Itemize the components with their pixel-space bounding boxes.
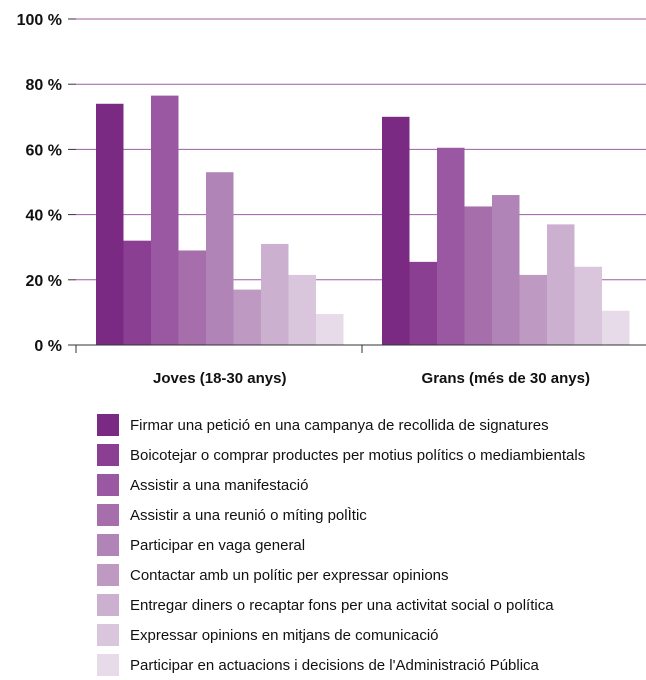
bar xyxy=(437,147,465,345)
legend-swatch xyxy=(97,444,119,466)
legend-label: Participar en vaga general xyxy=(130,536,306,554)
bar xyxy=(602,310,630,345)
bar xyxy=(96,103,124,345)
legend-swatch xyxy=(97,624,119,646)
bar xyxy=(316,314,344,345)
y-tick-label: 80 % xyxy=(26,77,62,94)
bar xyxy=(574,266,602,345)
legend-item: Participar en vaga general xyxy=(97,530,642,560)
bar xyxy=(178,250,206,345)
bar xyxy=(233,289,261,345)
legend-swatch xyxy=(97,654,119,676)
y-tick-label: 40 % xyxy=(26,208,62,225)
legend-item: Participar en actuacions i decisions de … xyxy=(97,650,642,680)
legend-item: Contactar amb un polític per expressar o… xyxy=(97,560,642,590)
legend-label: Contactar amb un polític per expressar o… xyxy=(130,566,449,584)
legend-item: Firmar una petició en una campanya de re… xyxy=(97,410,642,440)
legend-swatch xyxy=(97,564,119,586)
legend-swatch xyxy=(97,534,119,556)
y-tick-label: 20 % xyxy=(26,273,62,290)
bar xyxy=(519,274,547,345)
legend-item: Assistir a una manifestació xyxy=(97,470,642,500)
bar xyxy=(261,243,289,345)
legend-label: Participar en actuacions i decisions de … xyxy=(130,656,539,674)
legend-swatch xyxy=(97,504,119,526)
bar-chart: 0 % 20 % 40 % 60 % 80 % 100 % Joves (18-30 any… xyxy=(17,12,646,387)
legend-label: Assistir a una reunió o míting polÌtic xyxy=(130,506,367,524)
legend-label: Assistir a una manifestació xyxy=(130,476,309,494)
legend-item: Boicotejar o comprar productes per motiu… xyxy=(97,440,642,470)
bar xyxy=(151,95,179,345)
bar xyxy=(288,274,316,345)
legend: Firmar una petició en una campanya de re… xyxy=(97,410,642,680)
x-category-label: Joves (18-30 anys) xyxy=(153,370,286,387)
y-tick-label: 60 % xyxy=(26,142,62,159)
bar xyxy=(123,240,151,345)
x-category-label: Grans (més de 30 anys) xyxy=(422,370,590,387)
legend-swatch xyxy=(97,594,119,616)
legend-item: Expressar opinions en mitjans de comunic… xyxy=(97,620,642,650)
legend-item: Entregar diners o recaptar fons per una … xyxy=(97,590,642,620)
bar xyxy=(547,224,575,345)
legend-label: Boicotejar o comprar productes per motiu… xyxy=(130,446,586,464)
y-tick-label: 0 % xyxy=(34,338,62,355)
bar xyxy=(382,116,410,345)
bar xyxy=(492,195,520,345)
legend-label: Entregar diners o recaptar fons per una … xyxy=(130,596,554,614)
y-tick-label: 100 % xyxy=(17,12,62,29)
legend-label: Firmar una petició en una campanya de re… xyxy=(130,416,549,434)
bar xyxy=(206,172,234,345)
bar xyxy=(464,206,492,345)
legend-item: Assistir a una reunió o míting polÌtic xyxy=(97,500,642,530)
legend-swatch xyxy=(97,414,119,436)
legend-label: Expressar opinions en mitjans de comunic… xyxy=(130,626,439,644)
legend-swatch xyxy=(97,474,119,496)
bar xyxy=(409,261,437,345)
